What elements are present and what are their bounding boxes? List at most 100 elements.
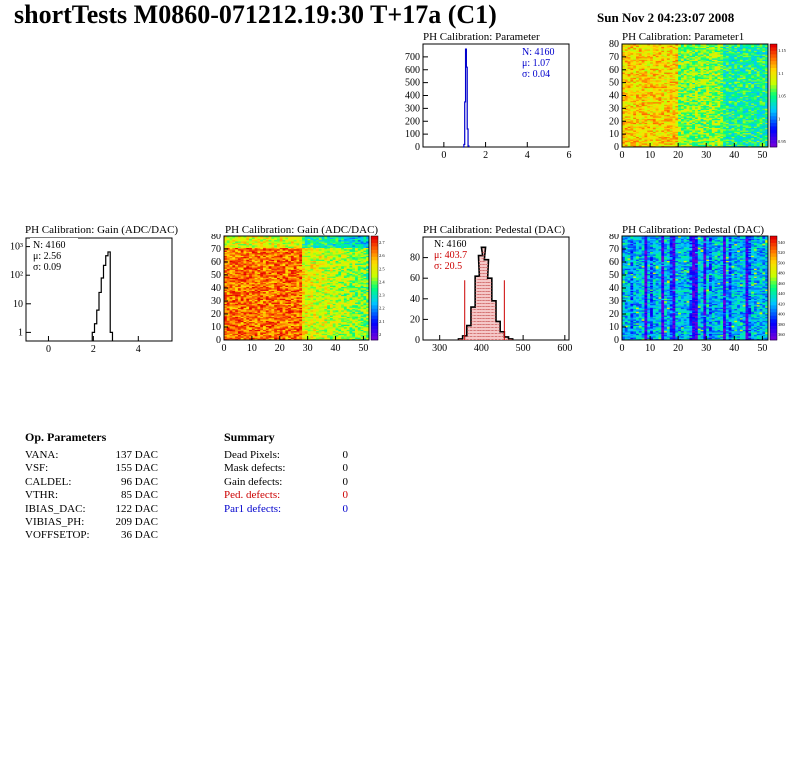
- heatmap-cell: [709, 92, 713, 95]
- heatmap-cell: [664, 116, 668, 118]
- heatmap-cell: [633, 58, 637, 60]
- heatmap-cell: [689, 47, 693, 50]
- heatmap-cell: [664, 131, 668, 134]
- heatmap-cell: [678, 109, 682, 112]
- heatmap-cell: [224, 263, 228, 265]
- heatmap-cell: [765, 119, 769, 122]
- heatmap-cell: [742, 91, 746, 94]
- heatmap-cell: [709, 55, 713, 58]
- heatmap-cell: [638, 56, 642, 59]
- heatmap-cell: [751, 89, 755, 91]
- heatmap-cell: [697, 122, 701, 125]
- heatmap-cell: [647, 73, 651, 76]
- heatmap-cell: [731, 117, 735, 119]
- y-tick-label: 10³: [10, 242, 23, 253]
- heatmap-cell: [246, 317, 250, 320]
- heatmap-cell: [695, 81, 699, 83]
- heatmap-cell: [652, 74, 656, 77]
- heatmap-cell: [695, 53, 699, 55]
- heatmap-cell: [624, 72, 628, 74]
- heatmap-cell: [734, 135, 738, 137]
- heatmap-cell: [226, 250, 230, 252]
- heatmap-cell: [731, 51, 735, 54]
- heatmap-cell: [697, 128, 701, 131]
- heatmap-cell: [627, 94, 631, 96]
- heatmap-cell: [650, 114, 654, 117]
- heatmap-cell: [650, 81, 654, 83]
- heatmap-cell: [680, 92, 685, 95]
- heatmap-cell: [711, 90, 715, 92]
- heatmap-cell: [689, 74, 693, 77]
- heatmap-cell: [748, 139, 752, 141]
- heatmap-cell: [725, 62, 729, 64]
- heatmap-cell: [638, 135, 642, 137]
- heatmap-cell: [723, 49, 727, 51]
- heatmap-cell: [243, 278, 247, 281]
- heatmap-cell: [714, 53, 718, 55]
- heatmap-cell: [641, 94, 645, 96]
- heatmap-cell: [717, 123, 721, 126]
- x-tick-label: 10: [645, 150, 655, 161]
- heatmap-cell: [641, 56, 645, 59]
- heatmap-cell: [672, 137, 676, 140]
- heatmap-cell: [714, 139, 718, 141]
- heatmap-cell: [709, 140, 713, 143]
- heatmap-cell: [714, 95, 718, 98]
- heatmap-cell: [655, 114, 659, 117]
- heatmap-cell: [695, 128, 699, 131]
- heatmap-cell: [728, 82, 732, 85]
- histogram-series: [463, 48, 470, 148]
- heatmap-cell: [661, 116, 665, 118]
- pedestal-hist-title: PH Calibration: Pedestal (DAC): [423, 224, 566, 236]
- heatmap-cell: [745, 137, 749, 140]
- heatmap-cell: [633, 101, 637, 104]
- heatmap-cell: [751, 98, 755, 100]
- heatmap-cell: [680, 139, 685, 141]
- heatmap-cell: [700, 116, 704, 118]
- heatmap-cell: [624, 130, 628, 132]
- heatmap-cell: [714, 113, 718, 116]
- heatmap-cell: [240, 265, 244, 268]
- y-tick-label: 10²: [10, 270, 23, 281]
- heatmap-cell: [689, 128, 693, 131]
- heatmap-cell: [692, 131, 696, 134]
- heatmap-cell: [762, 140, 766, 143]
- heatmap-cell: [622, 100, 626, 103]
- heatmap-cell: [675, 59, 679, 62]
- heatmap-cell: [737, 131, 741, 134]
- heatmap-cell: [644, 83, 648, 86]
- heatmap-cell: [728, 76, 732, 78]
- heatmap-cell: [703, 90, 707, 92]
- heatmap-cell: [237, 278, 242, 281]
- heatmap-cell: [664, 117, 668, 119]
- heatmap-cell: [666, 58, 671, 60]
- heatmap-cell: [711, 64, 715, 67]
- heatmap-cell: [709, 131, 713, 134]
- heatmap-cell: [650, 50, 654, 53]
- heatmap-cell: [680, 45, 685, 47]
- heatmap-cell: [739, 136, 744, 139]
- heatmap-cell: [745, 136, 749, 139]
- heatmap-cell: [630, 118, 634, 121]
- heatmap-cell: [658, 87, 662, 90]
- heatmap-cell: [759, 105, 763, 108]
- heatmap-cell: [689, 78, 693, 81]
- heatmap-cell: [650, 105, 654, 108]
- heatmap-cell: [672, 103, 676, 105]
- heatmap-cell: [723, 125, 727, 127]
- heatmap-cell: [742, 123, 746, 126]
- heatmap-cell: [675, 72, 679, 74]
- heatmap-cell: [692, 76, 696, 78]
- heatmap-cell: [692, 85, 696, 87]
- heatmap-cell: [638, 94, 642, 96]
- heatmap-cell: [753, 74, 758, 77]
- heatmap-cell: [669, 122, 673, 125]
- heatmap-cell: [235, 250, 239, 252]
- heatmap-cell: [627, 65, 631, 68]
- heatmap-cell: [697, 44, 701, 46]
- heatmap-cell: [672, 53, 676, 55]
- heatmap-cell: [624, 94, 628, 96]
- heatmap-cell: [246, 271, 250, 273]
- heatmap-cell: [652, 82, 656, 85]
- heatmap-cell: [695, 80, 699, 82]
